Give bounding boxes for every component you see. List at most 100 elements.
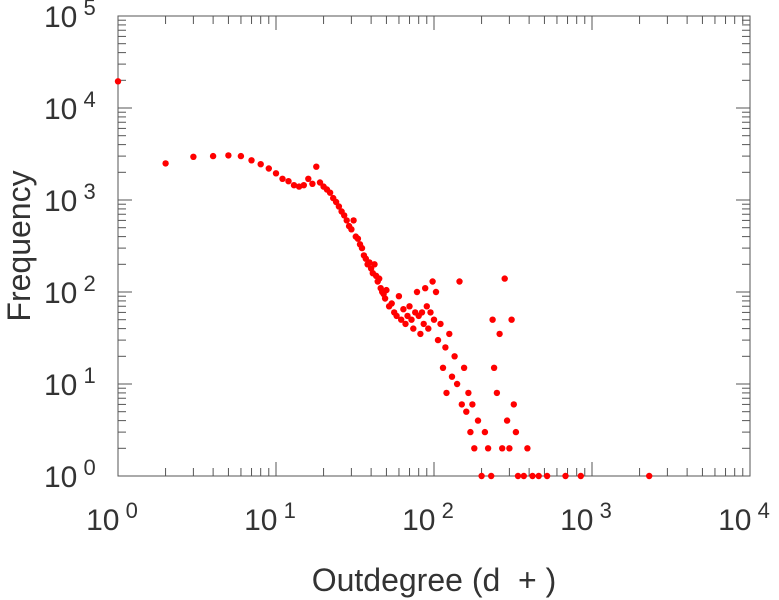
- data-point: [484, 445, 492, 452]
- data-point: [237, 152, 245, 160]
- data-points: [114, 78, 653, 480]
- data-point: [279, 175, 286, 182]
- y-tick-label: 10 4: [44, 87, 96, 126]
- data-point: [400, 306, 407, 313]
- data-point: [402, 320, 409, 328]
- data-point: [408, 316, 415, 323]
- data-point: [383, 286, 390, 294]
- x-tick-label: 10 4: [718, 498, 770, 537]
- data-point: [395, 293, 403, 300]
- data-point: [646, 472, 653, 480]
- data-point: [290, 182, 298, 189]
- data-point: [300, 182, 307, 189]
- x-tick-label: 10 3: [560, 498, 612, 537]
- y-tick-label: 10 5: [44, 0, 96, 34]
- data-point: [493, 389, 501, 397]
- data-point: [418, 309, 426, 316]
- data-point: [489, 316, 496, 323]
- plot-frame: [117, 15, 751, 477]
- data-point: [376, 275, 383, 282]
- data-point: [442, 344, 449, 351]
- data-point: [474, 417, 482, 424]
- data-point: [503, 417, 511, 424]
- data-point: [577, 472, 584, 480]
- data-point: [520, 472, 527, 480]
- data-point: [371, 261, 378, 268]
- data-point: [413, 288, 421, 296]
- data-point: [524, 445, 531, 452]
- x-tick-labels: 10 0 10 1 10 2 10 3 10 4: [86, 498, 770, 537]
- data-point: [434, 336, 442, 344]
- data-point: [467, 428, 474, 436]
- data-point: [471, 445, 478, 452]
- data-point: [451, 353, 458, 360]
- data-point: [335, 203, 343, 210]
- data-point: [404, 312, 411, 320]
- y-tick-label: 10 2: [44, 271, 96, 310]
- data-point: [490, 364, 498, 371]
- data-point: [248, 157, 255, 164]
- data-point: [423, 303, 430, 310]
- data-point: [512, 428, 520, 436]
- data-point: [510, 401, 517, 408]
- data-point: [465, 389, 472, 397]
- data-point: [427, 309, 434, 316]
- minor-ticks: [117, 15, 751, 477]
- y-tick-label: 10 0: [44, 455, 96, 494]
- data-point: [481, 428, 489, 436]
- data-point: [453, 380, 461, 388]
- data-point: [350, 217, 357, 224]
- data-point: [448, 373, 456, 380]
- data-point: [388, 300, 395, 307]
- data-point: [348, 226, 355, 233]
- data-point: [514, 472, 522, 480]
- data-point: [460, 364, 468, 371]
- data-point: [381, 295, 389, 302]
- data-point: [463, 408, 470, 415]
- data-point: [437, 320, 444, 328]
- data-point: [366, 259, 373, 266]
- data-point: [529, 472, 536, 480]
- data-point: [209, 152, 217, 160]
- data-point: [114, 78, 122, 85]
- data-point: [488, 472, 495, 480]
- data-point: [341, 212, 348, 219]
- data-point: [508, 316, 515, 323]
- data-point: [543, 472, 551, 480]
- data-point: [420, 320, 427, 328]
- data-point: [439, 364, 447, 371]
- data-point: [425, 325, 432, 332]
- data-point: [190, 153, 197, 160]
- data-point: [257, 161, 264, 168]
- data-point: [456, 278, 463, 285]
- data-point: [458, 401, 465, 408]
- x-tick-label: 10 2: [402, 498, 454, 537]
- data-point: [285, 178, 292, 185]
- data-point: [398, 316, 405, 323]
- x-axis-title: Outdegree (d + ): [312, 562, 557, 598]
- y-axis-title: Frequency: [1, 170, 37, 321]
- data-point: [417, 330, 424, 338]
- data-point: [422, 285, 429, 292]
- data-point: [265, 165, 272, 172]
- data-point: [506, 445, 513, 452]
- data-point: [430, 316, 438, 323]
- x-tick-label: 10 1: [244, 498, 296, 537]
- data-point: [446, 330, 453, 338]
- data-point: [305, 175, 312, 182]
- data-point: [406, 303, 413, 310]
- data-point: [429, 278, 436, 285]
- data-point: [469, 401, 476, 408]
- data-point: [496, 330, 503, 338]
- data-point: [354, 235, 362, 242]
- data-point: [316, 179, 324, 186]
- x-tick-label: 10 0: [86, 498, 138, 537]
- data-point: [535, 472, 542, 480]
- data-point: [499, 445, 506, 452]
- data-point: [443, 389, 450, 397]
- data-point: [309, 180, 316, 187]
- y-tick-labels: 10 0 10 1 10 2 10 3 10 4 10 5: [44, 0, 96, 494]
- data-point: [410, 325, 417, 332]
- data-point: [562, 472, 569, 480]
